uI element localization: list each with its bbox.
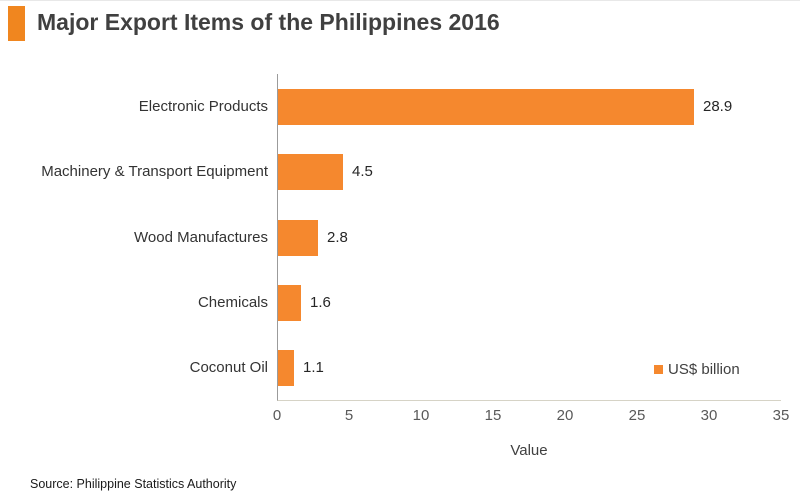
category-label: Wood Manufactures [134,228,268,246]
bar [278,284,301,321]
legend-label: US$ billion [668,361,740,378]
value-label: 2.8 [327,228,348,246]
category-label: Machinery & Transport Equipment [41,163,268,181]
bar [278,88,694,125]
x-tick-label: 20 [556,407,574,424]
x-tick-label: 15 [484,407,502,424]
value-label: 1.6 [310,293,331,311]
legend: US$ billion [654,361,740,378]
x-tick-label: 0 [272,407,282,424]
source-text: Source: Philippine Statistics Authority [30,477,237,491]
plot-area: 28.9 4.5 2.8 1.6 1.1 [277,74,781,401]
title-accent-marker [8,6,25,41]
chart-title: Major Export Items of the Philippines 20… [37,9,500,35]
bar [278,350,294,387]
legend-swatch-icon [654,365,663,374]
x-tick-label: 5 [344,407,354,424]
x-tick-label: 30 [700,407,718,424]
bar [278,154,343,191]
value-label: 4.5 [352,163,373,181]
value-label: 1.1 [303,359,324,377]
category-label: Coconut Oil [189,359,268,377]
category-label: Electronic Products [138,97,268,115]
x-tick-label: 10 [412,407,430,424]
x-tick-label: 35 [772,407,790,424]
category-label: Chemicals [197,293,268,311]
value-label: 28.9 [703,97,733,115]
x-axis-title: Value [510,442,548,459]
bar [278,219,318,256]
x-tick-label: 25 [628,407,646,424]
